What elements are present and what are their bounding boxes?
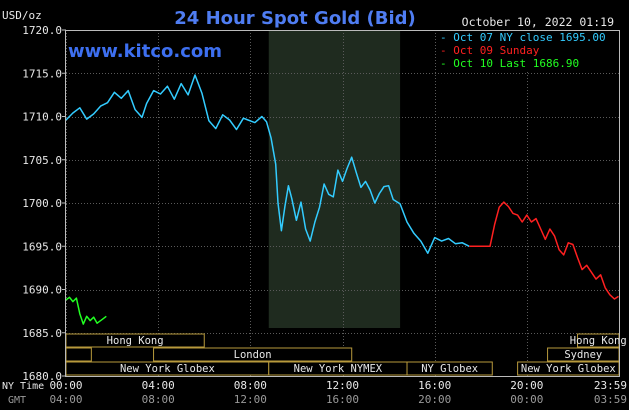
legend-entry: - Oct 10 Last 1686.90 (440, 57, 579, 70)
price-series (65, 74, 619, 325)
x-tick-label-ny: 08:00 (234, 379, 267, 392)
session-bar (65, 347, 92, 362)
x-axis: NY TimeGMT00:0004:0004:0008:0008:0012:00… (2, 379, 627, 406)
series-line (469, 201, 619, 300)
y-tick-label: 1695.0 (22, 240, 62, 253)
x-tick-label-gmt: 08:00 (142, 393, 175, 406)
watermark-url: www.kitco.com (68, 41, 222, 62)
y-tick-label: 1700.0 (22, 197, 62, 210)
x-tick-label-gmt: 16:00 (326, 393, 359, 406)
y-tick-label: 1715.0 (22, 67, 62, 80)
session-bar (406, 361, 493, 376)
gmt-label: GMT (8, 395, 26, 406)
series-line (65, 74, 470, 254)
x-tick-label-ny: 04:00 (142, 379, 175, 392)
session-label: New York Globex (120, 363, 215, 375)
y-tick-label: 1705.0 (22, 154, 62, 167)
x-tick-label-gmt: 00:00 (510, 393, 543, 406)
market-sessions: Hong Kong Hong Kong London Sydney New York G… (65, 333, 627, 376)
session-label: Sydney (564, 349, 602, 361)
session-label: Hong Kong (570, 335, 627, 347)
x-tick-label-ny: 12:00 (326, 379, 359, 392)
x-tick-label-ny: 20:00 (510, 379, 543, 392)
y-axis: 1720.0 1715.0 1710.0 1705.0 1700.0 1695.0 1690… (22, 24, 66, 383)
x-tick-label-gmt: 12:00 (234, 393, 267, 406)
session-label: London (234, 349, 272, 361)
session-label: New York Globex (521, 363, 616, 375)
y-tick-label: 1720.0 (22, 24, 62, 37)
x-tick-label-ny: 00:00 (49, 379, 82, 392)
y-tick-label: 1690.0 (22, 284, 62, 297)
legend-box (437, 30, 619, 71)
ny-time-label: NY Time (2, 381, 44, 392)
series-line (65, 296, 107, 325)
session-bar (153, 347, 353, 362)
session-label: NY Globex (421, 363, 478, 375)
session-label: New York NYMEX (294, 363, 383, 375)
legend: - Oct 07 NY close 1695.00- Oct 09 Sunday… (437, 30, 619, 71)
y-tick-label: 1685.0 (22, 327, 62, 340)
x-tick-label-gmt: 20:00 (418, 393, 451, 406)
plot-frame (65, 30, 620, 377)
y-tick-label: 1680.0 (22, 370, 62, 383)
legend-entry: - Oct 09 Sunday (440, 44, 540, 57)
x-tick-label-gmt: 04:00 (49, 393, 82, 406)
x-tick-label-ny: 23:59 (594, 379, 627, 392)
nymex-hours-band (268, 30, 401, 328)
x-tick-label-ny: 16:00 (418, 379, 451, 392)
legend-entry: - Oct 07 NY close 1695.00 (440, 31, 606, 44)
x-tick-label-gmt: 03:59 (594, 393, 627, 406)
y-tick-label: 1710.0 (22, 111, 62, 124)
unit-label: USD/oz (2, 9, 42, 22)
chart-title: 24 Hour Spot Gold (Bid) (174, 8, 415, 29)
timestamp: October 10, 2022 01:19 (462, 15, 614, 29)
session-label: Hong Kong (107, 335, 164, 347)
